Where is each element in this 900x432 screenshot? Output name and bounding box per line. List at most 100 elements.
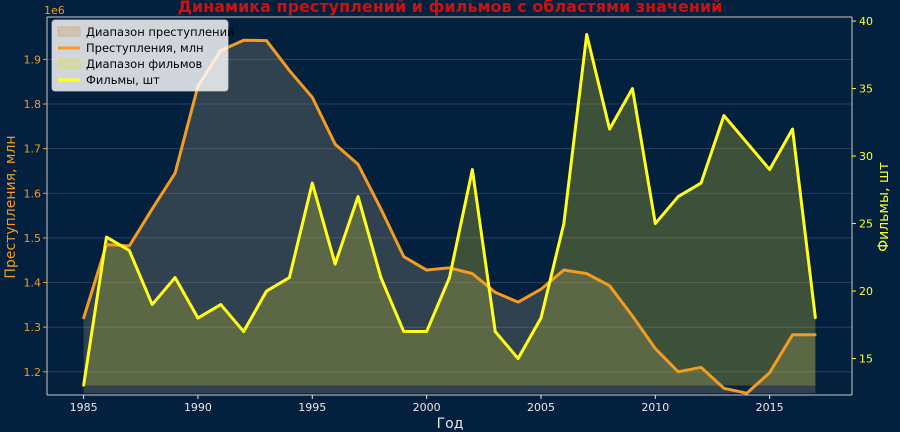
legend-label-crime-line: Преступления, млн [86, 41, 204, 55]
data-point-crime [654, 347, 657, 350]
data-point-films [768, 168, 771, 171]
legend-box [51, 19, 229, 92]
data-point-films [608, 127, 611, 131]
data-point-films [150, 303, 154, 306]
data-point-crime [265, 39, 268, 42]
data-point-crime [539, 288, 543, 291]
data-point-films [356, 195, 360, 198]
area-crime-range [83, 40, 816, 394]
data-point-films [791, 127, 794, 131]
data-point-films [654, 222, 657, 225]
data-point-crime [105, 243, 108, 246]
data-point-films [311, 181, 314, 185]
y-left-tick-label: 1.4 [24, 277, 42, 290]
data-point-crime [516, 300, 520, 304]
y-right-tick-label: 25 [859, 218, 873, 231]
y-left-tick-label: 1.6 [24, 187, 42, 200]
data-point-films [631, 87, 634, 90]
data-point-crime [814, 333, 817, 336]
data-point-crime [379, 207, 383, 211]
data-point-crime [448, 266, 451, 270]
data-point-crime [82, 317, 85, 320]
data-point-crime [402, 255, 405, 258]
area-films-range [83, 34, 816, 386]
data-point-crime [562, 268, 566, 272]
data-point-crime [356, 163, 360, 166]
legend-label-films-range: Диапазон фильмов [86, 57, 203, 71]
data-point-crime [128, 244, 131, 248]
data-point-crime [791, 333, 794, 336]
legend-swatch-crime-range [57, 26, 81, 37]
x-tick-label: 2015 [756, 401, 784, 414]
y-axis-right-label: Фильмы, шт [876, 162, 892, 252]
offset-label: 1e6 [44, 4, 65, 17]
y-right-tick-label: 30 [859, 150, 873, 163]
legend: Диапазон преступлений Преступления, млн … [51, 19, 235, 92]
data-point-films [814, 316, 817, 320]
data-point-films [585, 33, 588, 36]
data-point-films [425, 330, 428, 333]
data-point-films [265, 289, 268, 293]
data-point-films [379, 276, 383, 279]
data-point-films [539, 316, 543, 320]
data-point-crime [288, 69, 291, 72]
data-point-films [105, 235, 108, 239]
y-right-tick-label: 20 [859, 285, 873, 298]
legend-label-films-line: Фильмы, шт [86, 73, 160, 87]
data-point-films [516, 357, 520, 360]
y-axis-left-label: Преступления, млн [3, 135, 19, 278]
data-point-films [745, 141, 749, 144]
data-point-crime [494, 291, 497, 294]
data-point-crime [471, 272, 474, 275]
data-point-films [196, 316, 200, 320]
y-left-tick-label: 1.7 [24, 143, 42, 156]
data-point-films [402, 330, 405, 333]
data-point-crime [333, 142, 337, 146]
data-point-crime [311, 96, 314, 99]
data-point-crime [699, 366, 703, 369]
legend-swatch-films-range [57, 58, 81, 69]
y-right-tick-label: 40 [859, 15, 873, 28]
plot-area: 1985 1990 1995 2000 2005 2010 20151.21.31.41.5… [24, 15, 874, 414]
data-point-films [722, 114, 726, 117]
y-right-tick-label: 15 [859, 353, 873, 366]
data-point-crime [585, 272, 588, 275]
legend-label-crime-range: Диапазон преступлений [86, 25, 235, 39]
y-left-tick-label: 1.9 [24, 53, 42, 66]
y-left-tick-label: 1.2 [24, 366, 42, 379]
data-point-films [471, 168, 474, 171]
data-point-films [82, 384, 85, 387]
data-point-films [173, 276, 177, 279]
x-tick-label: 1995 [298, 401, 326, 414]
data-point-crime [722, 387, 726, 390]
x-tick-label: 2000 [413, 401, 441, 414]
data-point-films [242, 330, 245, 333]
data-point-crime [608, 284, 611, 287]
data-point-films [562, 222, 566, 225]
y-left-tick-label: 1.8 [24, 98, 42, 111]
data-point-films [494, 330, 497, 333]
data-point-crime [745, 392, 749, 395]
y-left-tick-label: 1.3 [24, 321, 42, 334]
x-tick-label: 2010 [641, 401, 669, 414]
y-left-tick-label: 1.5 [24, 232, 42, 245]
data-point-films [219, 303, 223, 306]
data-point-crime [242, 39, 245, 42]
data-point-crime [425, 268, 428, 272]
data-point-films [699, 181, 703, 185]
x-axis-label: Год [437, 416, 464, 432]
data-point-crime [173, 171, 177, 175]
chart-title: Динамика преступлений и фильмов с област… [178, 0, 723, 16]
data-point-films [128, 249, 131, 252]
data-point-crime [768, 371, 771, 374]
data-point-crime [631, 314, 634, 318]
x-tick-label: 2005 [527, 401, 555, 414]
data-point-films [448, 276, 451, 279]
data-point-films [676, 195, 680, 198]
x-tick-label: 1990 [184, 401, 212, 414]
data-point-crime [676, 370, 680, 373]
data-point-films [333, 262, 337, 266]
data-point-films [288, 276, 291, 279]
x-tick-label: 1985 [70, 401, 98, 414]
